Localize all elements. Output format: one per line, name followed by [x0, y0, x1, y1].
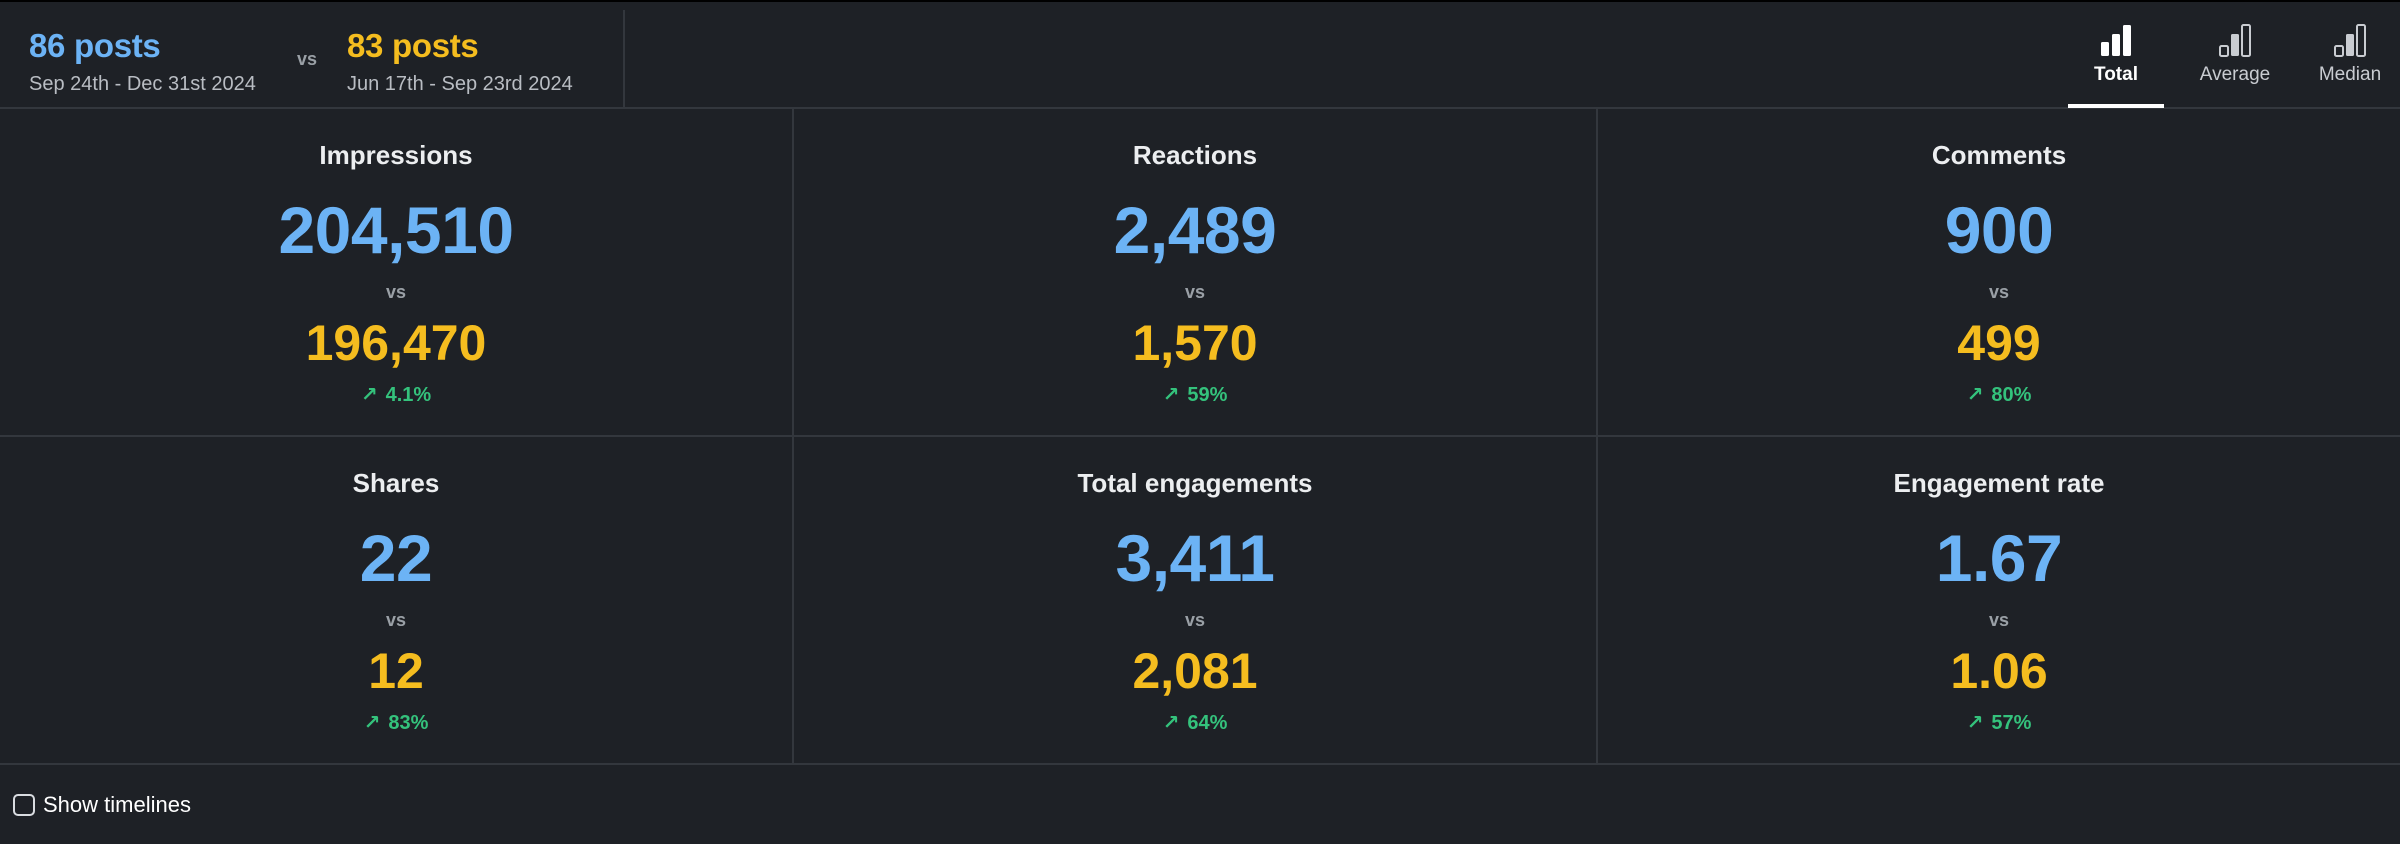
metric-title: Impressions	[319, 140, 473, 170]
metric-vs-label: vs	[385, 282, 407, 302]
metric-vs-label: vs	[1184, 282, 1206, 302]
tab-median-label: Median	[2318, 64, 2382, 85]
metric-current-value: 1.67	[1935, 521, 2063, 595]
tab-total[interactable]: Total	[2068, 2, 2164, 108]
metric-previous-value: 1,570	[1132, 315, 1258, 371]
current-period: 86 posts Sep 24th - Dec 31st 2024	[29, 26, 256, 98]
tab-total-label: Total	[2094, 64, 2138, 85]
show-timelines-checkbox[interactable]	[13, 794, 35, 816]
metric-vs-label: vs	[385, 610, 407, 630]
metric-previous-value: 1.06	[1950, 643, 2048, 699]
metric-title: Shares	[352, 468, 440, 498]
metric-change: ↗ 80%	[1598, 383, 2400, 407]
metric-title: Engagement rate	[1893, 468, 2105, 498]
tab-average-label: Average	[2199, 64, 2271, 85]
metric-change: ↗ 4.1%	[0, 383, 792, 407]
metric-card-reactions: Reactions 2,489 vs 1,570 ↗ 59%	[794, 109, 1598, 437]
metric-vs-label: vs	[1988, 610, 2010, 630]
metric-card-impressions: Impressions 204,510 vs 196,470 ↗ 4.1%	[0, 109, 794, 437]
comparison-header: 86 posts Sep 24th - Dec 31st 2024 vs 83 …	[0, 2, 2400, 109]
metric-current-value: 22	[359, 521, 433, 595]
bar-chart-average-icon	[2219, 24, 2251, 57]
metric-change-value: 57%	[1991, 712, 2032, 734]
show-timelines-toggle[interactable]: Show timelines	[13, 792, 191, 818]
metric-title: Comments	[1931, 140, 2067, 170]
header-vs-label: vs	[297, 49, 318, 69]
window-top-edge	[0, 0, 2400, 2]
header-divider	[623, 10, 625, 108]
metrics-grid: Impressions 204,510 vs 196,470 ↗ 4.1% Rea…	[0, 109, 2400, 765]
metric-card-engagement-rate: Engagement rate 1.67 vs 1.06 ↗ 57%	[1598, 437, 2400, 765]
metric-title: Total engagements	[1077, 468, 1313, 498]
metric-change-value: 59%	[1187, 384, 1228, 406]
show-timelines-label: Show timelines	[43, 792, 191, 817]
metric-change: ↗ 83%	[0, 711, 792, 735]
metric-previous-value: 196,470	[305, 315, 487, 371]
trend-up-arrow-icon: ↗	[1966, 712, 1984, 734]
trend-up-arrow-icon: ↗	[1966, 384, 1984, 406]
tab-median[interactable]: Median	[2300, 2, 2400, 107]
metric-card-shares: Shares 22 vs 12 ↗ 83%	[0, 437, 794, 765]
previous-period-date-range: Jun 17th - Sep 23rd 2024	[347, 73, 573, 95]
metric-current-value: 204,510	[278, 193, 514, 267]
bar-chart-filled-icon	[2101, 25, 2131, 56]
metric-change: ↗ 59%	[794, 383, 1596, 407]
metric-change: ↗ 57%	[1598, 711, 2400, 735]
previous-period-post-count: 83 posts	[347, 27, 479, 64]
metric-card-total-engagements: Total engagements 3,411 vs 2,081 ↗ 64%	[794, 437, 1598, 765]
trend-up-arrow-icon: ↗	[360, 384, 378, 406]
metric-change: ↗ 64%	[794, 711, 1596, 735]
metric-vs-label: vs	[1988, 282, 2010, 302]
current-period-post-count: 86 posts	[29, 27, 161, 64]
metric-card-comments: Comments 900 vs 499 ↗ 80%	[1598, 109, 2400, 437]
current-period-date-range: Sep 24th - Dec 31st 2024	[29, 73, 256, 95]
metric-change-value: 64%	[1187, 712, 1228, 734]
metric-vs-label: vs	[1184, 610, 1206, 630]
previous-period: 83 posts Jun 17th - Sep 23rd 2024	[347, 26, 573, 98]
metric-previous-value: 2,081	[1132, 643, 1258, 699]
metric-previous-value: 499	[1957, 315, 2041, 371]
metric-change-value: 83%	[388, 712, 429, 734]
metric-title: Reactions	[1132, 140, 1258, 170]
metric-current-value: 2,489	[1113, 193, 1277, 267]
bar-chart-median-icon	[2334, 24, 2366, 57]
metric-change-value: 4.1%	[385, 384, 432, 406]
trend-up-arrow-icon: ↗	[363, 712, 381, 734]
trend-up-arrow-icon: ↗	[1162, 712, 1180, 734]
metric-change-value: 80%	[1991, 384, 2032, 406]
aggregation-mode-tabs: Total Average Median	[2068, 2, 2400, 108]
metric-current-value: 3,411	[1115, 521, 1275, 595]
metric-previous-value: 12	[368, 643, 424, 699]
trend-up-arrow-icon: ↗	[1162, 384, 1180, 406]
metric-current-value: 900	[1944, 193, 2054, 267]
tab-average[interactable]: Average	[2173, 2, 2297, 107]
